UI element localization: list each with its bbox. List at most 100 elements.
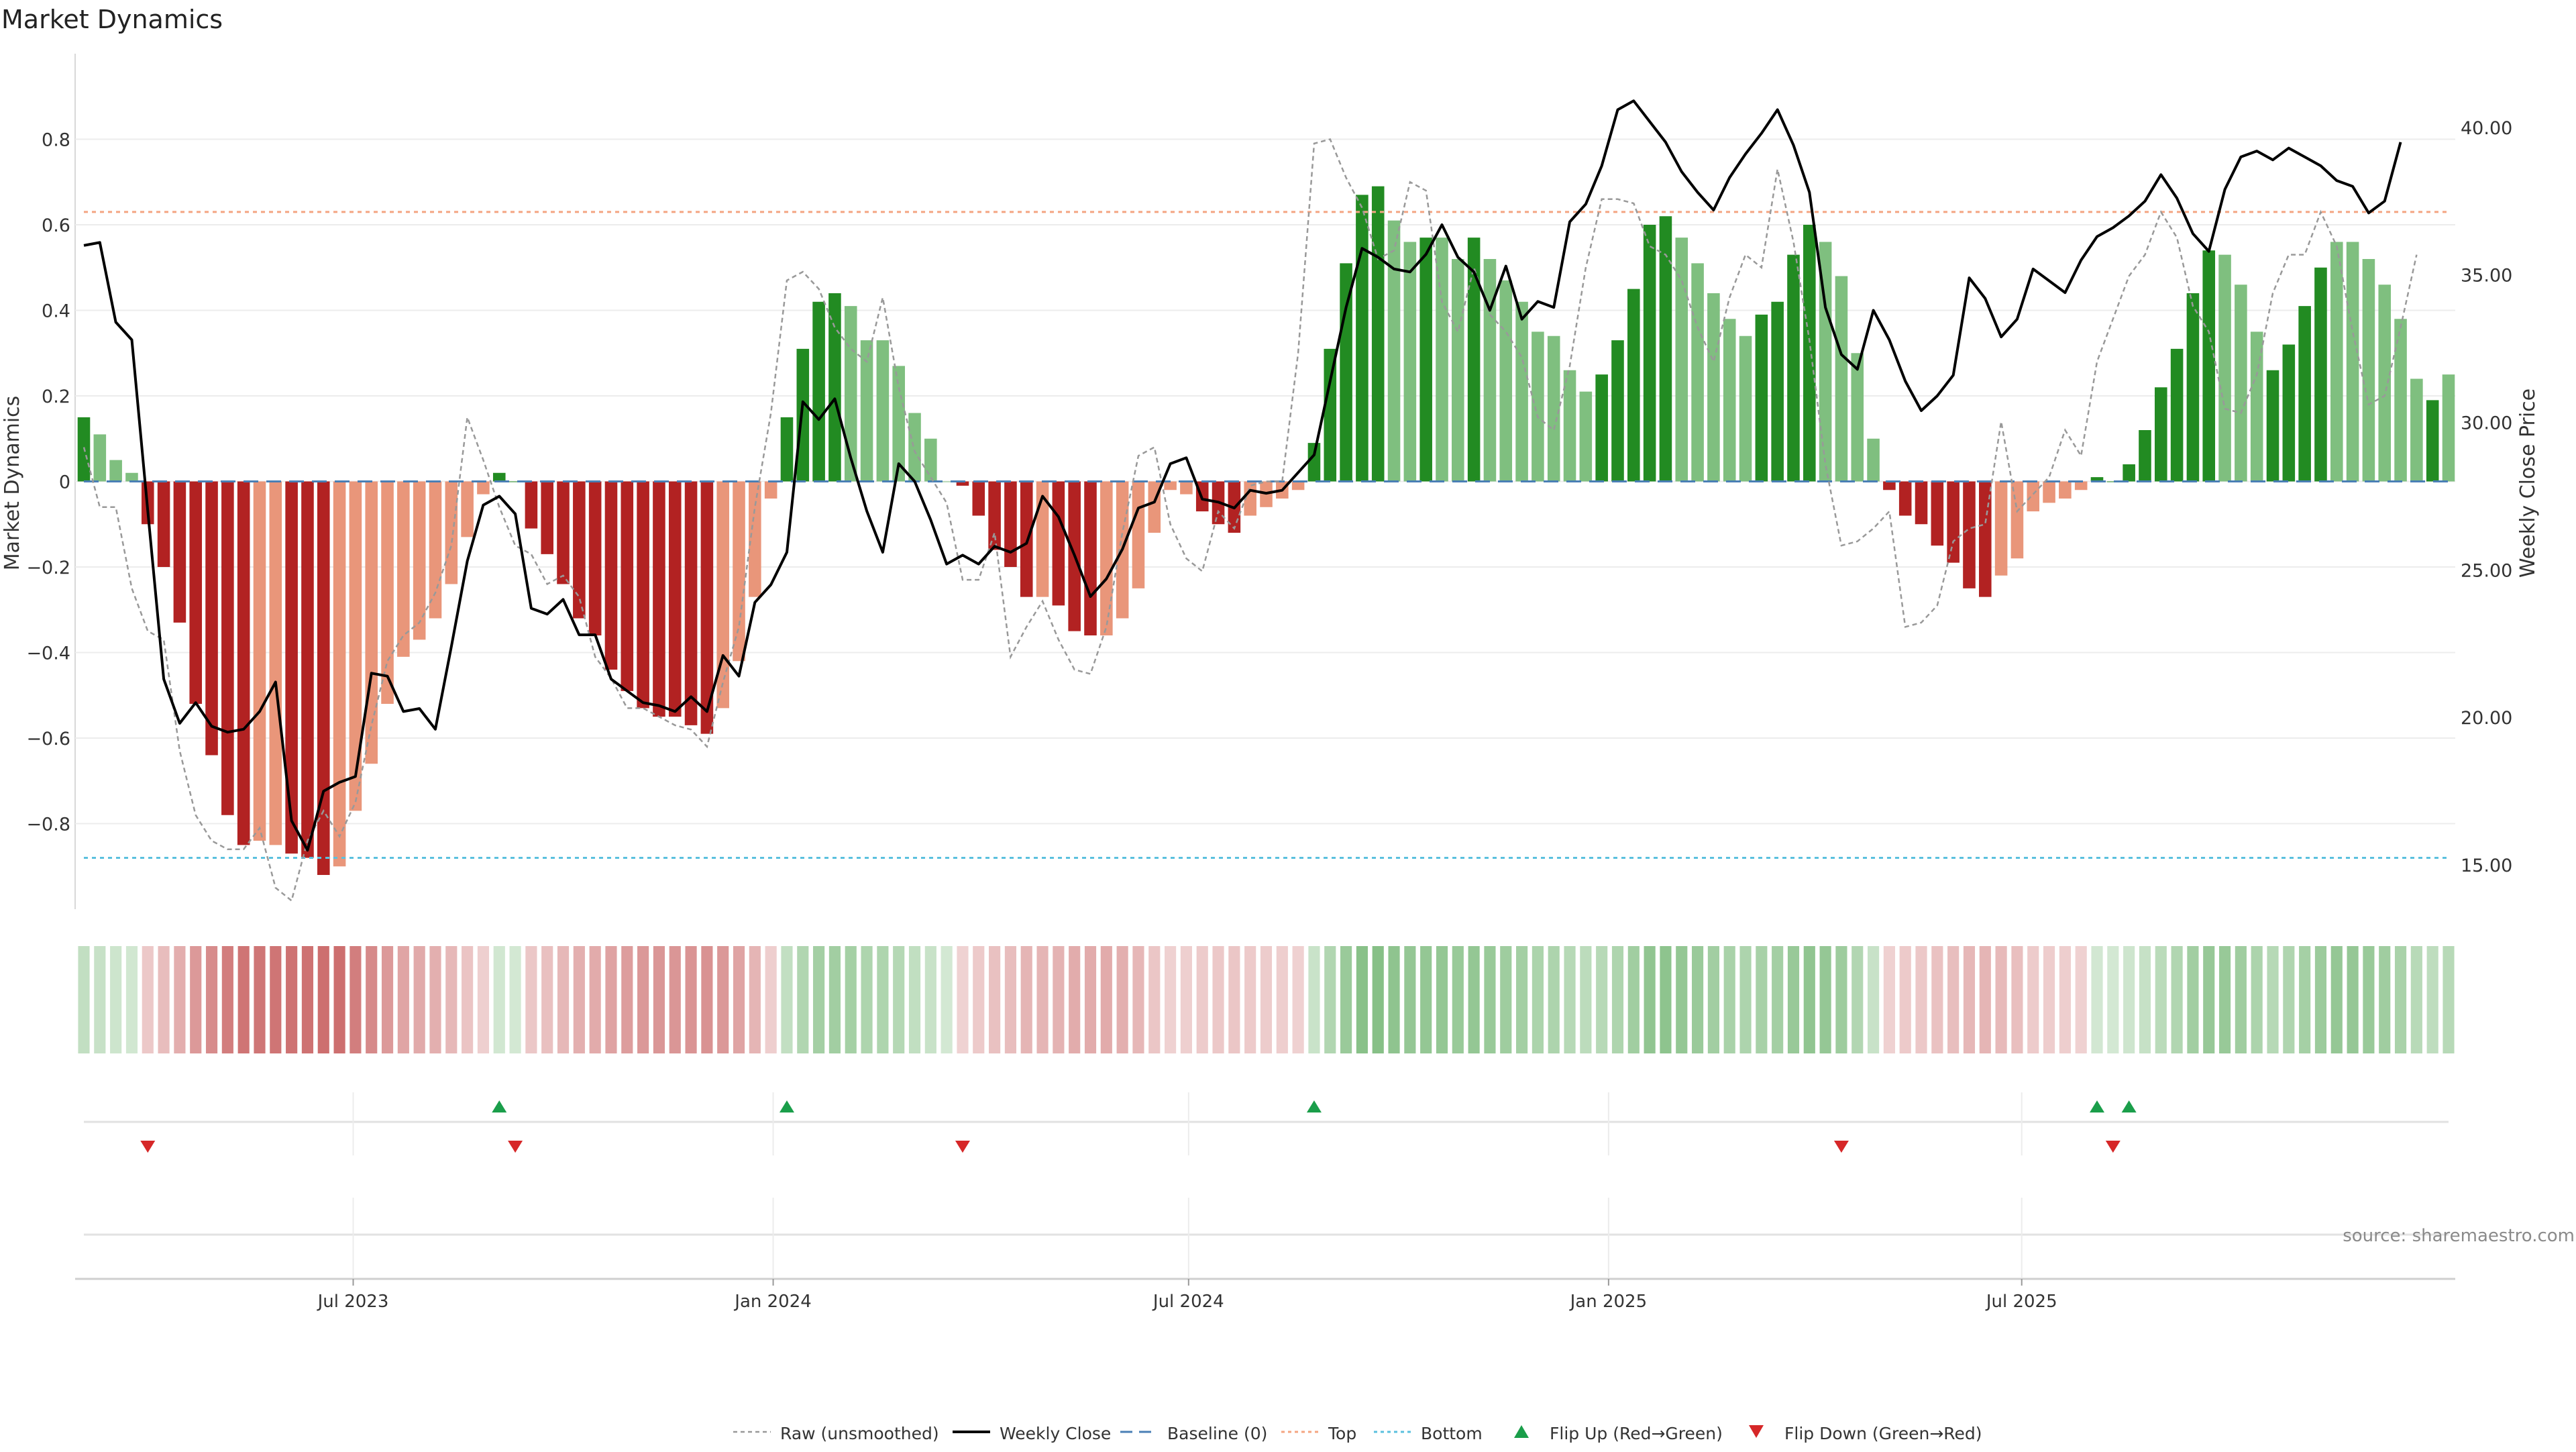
regime-cell (477, 946, 490, 1053)
flip-up-marker (779, 1100, 794, 1112)
regime-cell (765, 946, 777, 1053)
regime-cell (350, 946, 362, 1053)
regime-cell (1132, 946, 1144, 1053)
dynamics-bar (1452, 259, 1464, 482)
dynamics-bar (2235, 284, 2247, 482)
x-tick-label: Jul 2023 (317, 1292, 389, 1312)
regime-cell (924, 946, 936, 1053)
regime-cell (1516, 946, 1528, 1053)
dynamics-bar (604, 481, 618, 670)
dynamics-bar (1611, 340, 1624, 482)
dynamics-bar (541, 481, 553, 554)
regime-cell (1324, 946, 1336, 1053)
regime-cell (1819, 946, 1831, 1053)
dynamics-bar (621, 481, 634, 691)
regime-cell (2139, 946, 2151, 1053)
raw-line-layer (83, 138, 2418, 902)
dynamics-bar (2410, 378, 2423, 482)
regime-cell (1340, 946, 1352, 1053)
dynamics-bar (1547, 335, 1560, 482)
y-tick-label: 0.6 (42, 215, 70, 236)
regime-cell (1100, 946, 1112, 1053)
regime-cell (2363, 946, 2375, 1053)
y-tick-label: −0.4 (26, 643, 70, 664)
y-tick-label: 0.2 (42, 386, 70, 407)
level-lines (84, 211, 2449, 859)
regime-strip (78, 946, 2455, 1053)
dynamics-bar (492, 472, 506, 482)
regime-cell (861, 946, 873, 1053)
y2-tick-label: 25.00 (2461, 560, 2512, 581)
regime-cell (1596, 946, 1608, 1053)
regime-cell (205, 946, 218, 1053)
dynamics-bar (157, 481, 170, 567)
dynamics-bar (189, 481, 203, 704)
regime-cell (1180, 946, 1192, 1053)
regime-cell (110, 946, 122, 1053)
regime-cell (509, 946, 521, 1053)
regime-cell (749, 946, 761, 1053)
regime-cell (828, 946, 841, 1053)
dynamics-bar (860, 340, 873, 482)
dynamics-bar (684, 481, 698, 725)
y2-ticks: 40.00 35.00 30.00 25.00 20.00 15.00 (2461, 118, 2512, 876)
regime-cell (2043, 946, 2055, 1053)
regime-cell (1404, 946, 1416, 1053)
regime-cell (1756, 946, 1768, 1053)
dynamics-bar (349, 481, 362, 811)
dynamics-bar (333, 481, 346, 867)
dynamics-bar (445, 481, 458, 584)
dynamics-bar (1595, 374, 1608, 482)
regime-cell (1212, 946, 1224, 1053)
source-note: source: sharemaestro.com (2343, 1226, 2575, 1246)
regime-cell (2347, 946, 2359, 1053)
dynamics-bar (956, 481, 969, 486)
dynamics-bar (1947, 481, 1960, 563)
regime-cell (366, 946, 378, 1053)
dynamics-bar (1052, 481, 1065, 606)
regime-cell (989, 946, 1001, 1053)
dynamics-bar (1419, 238, 1432, 482)
regime-cell (957, 946, 969, 1053)
regime-cell (653, 946, 665, 1053)
regime-cell (1260, 946, 1273, 1053)
dynamics-bar (988, 481, 1001, 550)
y2-tick-label: 20.00 (2461, 708, 2512, 729)
y2-tick-label: 15.00 (2461, 855, 2512, 876)
regime-cell (1244, 946, 1256, 1053)
dynamics-bar (1164, 481, 1177, 490)
regime-cell (1420, 946, 1432, 1053)
dynamics-bar (93, 434, 107, 482)
regime-cell (254, 946, 266, 1053)
regime-cell (1053, 946, 1065, 1053)
regime-cell (1292, 946, 1304, 1053)
regime-cell (797, 946, 809, 1053)
dynamics-bar (2186, 293, 2200, 482)
regime-cell (701, 946, 713, 1053)
regime-cell (1564, 946, 1576, 1053)
legend-label: Flip Up (Red→Green) (1550, 1424, 1723, 1443)
legend-label: Flip Down (Green→Red) (1784, 1424, 1982, 1443)
dynamics-bar (2202, 250, 2216, 482)
regime-cell (1979, 946, 1991, 1053)
regime-cell (78, 946, 90, 1053)
regime-cell (1020, 946, 1032, 1053)
dynamics-bar (812, 301, 825, 482)
flip-panel (75, 1121, 2455, 1280)
regime-cell (669, 946, 681, 1053)
regime-cell (2330, 946, 2343, 1053)
dynamics-bar (301, 481, 314, 858)
regime-cell (1228, 946, 1240, 1053)
dynamics-bar (237, 481, 250, 845)
dynamics-bar (221, 481, 234, 815)
regime-cell (2443, 946, 2455, 1053)
regime-cell (1468, 946, 1480, 1053)
regime-cell (1867, 946, 1880, 1053)
regime-cell (1436, 946, 1448, 1053)
dynamics-bar (1307, 443, 1321, 482)
dynamics-bar (1707, 293, 1720, 482)
dynamics-bar (1771, 301, 1784, 482)
regime-cell (1276, 946, 1288, 1053)
dynamics-bar (908, 413, 921, 482)
